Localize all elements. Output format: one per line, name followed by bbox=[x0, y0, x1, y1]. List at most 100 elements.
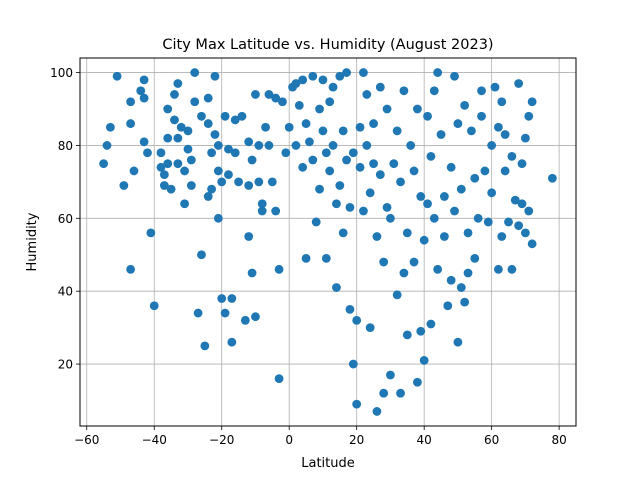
data-point bbox=[207, 148, 216, 158]
data-point bbox=[278, 97, 287, 107]
data-point bbox=[507, 151, 517, 161]
data-point bbox=[328, 82, 338, 92]
data-point bbox=[139, 75, 149, 85]
data-point bbox=[220, 308, 230, 318]
data-point bbox=[224, 144, 233, 154]
y-axis-label: Humidity bbox=[25, 212, 40, 271]
data-point bbox=[440, 232, 449, 241]
data-point bbox=[386, 213, 395, 223]
data-point bbox=[369, 159, 378, 169]
data-point bbox=[416, 326, 426, 336]
data-point bbox=[493, 122, 503, 132]
data-point bbox=[173, 79, 183, 88]
data-point bbox=[328, 141, 338, 150]
data-point bbox=[433, 68, 443, 77]
data-point bbox=[456, 283, 466, 292]
data-point bbox=[365, 323, 375, 333]
x-tick-label: −40 bbox=[142, 433, 167, 447]
data-point bbox=[143, 148, 152, 158]
data-point bbox=[99, 159, 109, 169]
data-point bbox=[342, 68, 351, 77]
data-point bbox=[443, 301, 453, 311]
x-tick-label: −60 bbox=[74, 433, 99, 447]
data-point bbox=[365, 188, 375, 198]
data-point bbox=[105, 122, 115, 132]
data-point bbox=[396, 388, 405, 398]
data-point bbox=[294, 100, 304, 110]
x-tick-label: −20 bbox=[209, 433, 234, 447]
data-point bbox=[308, 155, 318, 165]
data-point bbox=[429, 213, 439, 223]
data-point bbox=[500, 130, 510, 139]
data-point bbox=[251, 90, 260, 99]
data-point bbox=[338, 126, 348, 136]
points-layer bbox=[99, 68, 557, 416]
data-point bbox=[379, 388, 389, 398]
x-tick-label: 60 bbox=[484, 433, 499, 447]
data-point bbox=[156, 148, 166, 158]
data-point bbox=[247, 155, 257, 165]
data-point bbox=[315, 104, 324, 114]
data-point bbox=[301, 253, 311, 263]
y-tick-label: 80 bbox=[58, 139, 73, 153]
data-point bbox=[159, 170, 169, 179]
data-point bbox=[240, 315, 250, 325]
data-point bbox=[527, 97, 537, 107]
data-point bbox=[423, 199, 432, 209]
data-point bbox=[382, 104, 392, 114]
data-point bbox=[203, 192, 213, 201]
data-point bbox=[409, 166, 419, 176]
data-point bbox=[460, 100, 470, 110]
data-point bbox=[504, 217, 513, 227]
data-point bbox=[197, 250, 206, 260]
data-point bbox=[460, 297, 470, 307]
data-point bbox=[203, 119, 213, 128]
data-point bbox=[271, 206, 281, 216]
data-point bbox=[166, 184, 176, 194]
data-point bbox=[308, 71, 318, 81]
data-point bbox=[369, 119, 378, 128]
data-point bbox=[372, 407, 382, 416]
data-point bbox=[520, 228, 530, 238]
data-point bbox=[416, 192, 426, 201]
data-point bbox=[325, 166, 335, 176]
data-point bbox=[332, 283, 341, 292]
y-tick-label: 40 bbox=[58, 285, 73, 299]
data-point bbox=[524, 206, 534, 216]
data-point bbox=[220, 111, 230, 121]
x-tick-label: 40 bbox=[417, 433, 432, 447]
data-point bbox=[210, 71, 220, 81]
data-point bbox=[345, 202, 355, 212]
data-point bbox=[163, 133, 173, 143]
data-point bbox=[396, 177, 405, 187]
data-point bbox=[487, 141, 497, 150]
data-point bbox=[406, 141, 416, 150]
data-point bbox=[335, 181, 345, 190]
data-point bbox=[318, 75, 328, 85]
data-point bbox=[524, 111, 534, 121]
data-point bbox=[193, 308, 203, 318]
data-point bbox=[470, 253, 480, 263]
data-point bbox=[527, 239, 537, 249]
y-tick-label: 20 bbox=[58, 358, 73, 372]
data-point bbox=[392, 126, 402, 136]
data-point bbox=[453, 337, 463, 347]
data-point bbox=[126, 119, 136, 128]
data-point bbox=[197, 111, 206, 121]
data-point bbox=[375, 170, 385, 179]
data-point bbox=[517, 199, 527, 209]
data-point bbox=[517, 159, 527, 169]
data-point bbox=[409, 257, 419, 267]
data-point bbox=[318, 126, 328, 136]
y-tick-label: 60 bbox=[58, 212, 73, 226]
data-point bbox=[382, 202, 392, 212]
data-point bbox=[298, 162, 308, 172]
data-point bbox=[355, 122, 365, 132]
data-point bbox=[173, 133, 183, 143]
data-point bbox=[450, 206, 459, 216]
data-point bbox=[244, 137, 254, 147]
data-point bbox=[163, 159, 173, 169]
data-point bbox=[227, 337, 237, 347]
